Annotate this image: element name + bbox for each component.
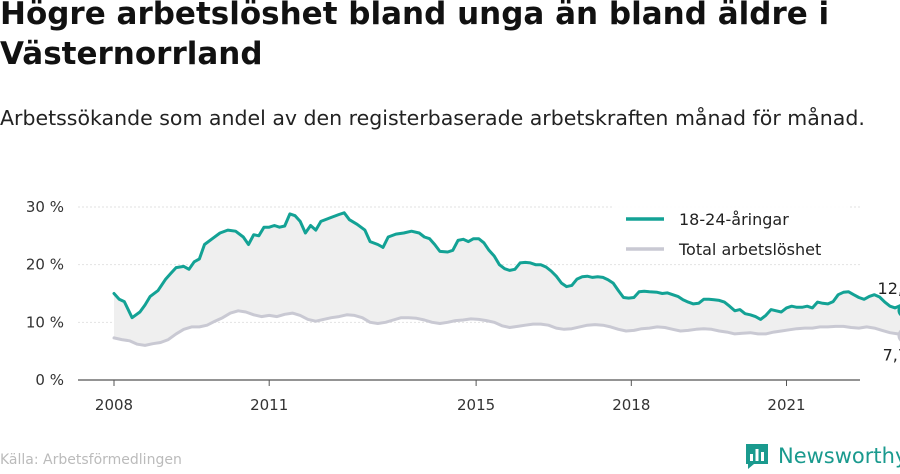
legend-label: Total arbetslöshet xyxy=(678,240,821,259)
source-note: Källa: Arbetsförmedlingen xyxy=(0,452,182,468)
x-tick-label: 2021 xyxy=(767,396,805,414)
y-tick-label: 10 % xyxy=(26,313,64,331)
y-tick-label: 0 % xyxy=(35,371,64,389)
legend: 18-24-åringar Total arbetslöshet xyxy=(612,204,848,264)
x-axis: 2008 2011 2015 2018 2021 xyxy=(95,380,806,414)
brand-logo[interactable]: Newsworthy xyxy=(744,440,900,472)
series-line-total xyxy=(112,309,900,347)
x-tick-label: 2011 xyxy=(250,396,288,414)
brand-name: Newsworthy xyxy=(778,444,900,468)
chart-subtitle: Arbetssökande som andel av den registerb… xyxy=(0,106,865,130)
end-label-total: 7,7 % xyxy=(883,346,900,365)
difference-fill xyxy=(114,212,900,346)
end-markers: 12,1 %7,7 %4,4 % xyxy=(878,279,900,365)
y-tick-label: 20 % xyxy=(26,256,64,274)
x-tick-label: 2008 xyxy=(95,396,133,414)
end-marker-total xyxy=(897,329,900,342)
chart-title: Högre arbetslöshet bland unga än bland ä… xyxy=(0,0,830,72)
legend-label: 18-24-åringar xyxy=(679,210,789,229)
newsworthy-logo-icon xyxy=(746,444,768,469)
grid-lines xyxy=(78,206,860,381)
series-lines xyxy=(112,211,900,347)
y-axis: 0 % 10 % 20 % 30 % xyxy=(26,198,64,389)
x-tick-label: 2018 xyxy=(612,396,650,414)
end-marker-youth xyxy=(897,304,900,317)
y-tick-label: 30 % xyxy=(26,198,64,216)
difference-area xyxy=(114,212,900,346)
x-tick-label: 2015 xyxy=(457,396,495,414)
series-line-youth xyxy=(112,211,900,321)
legend-background xyxy=(612,204,848,264)
end-label-youth: 12,1 % xyxy=(878,279,900,298)
